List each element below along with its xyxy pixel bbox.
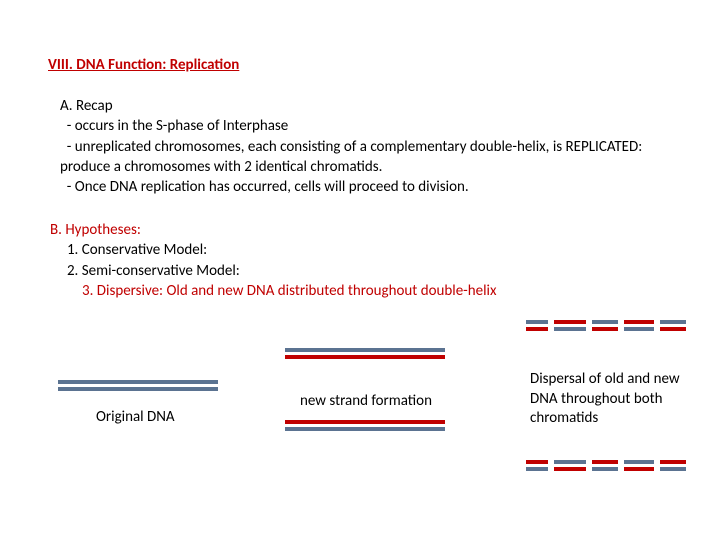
section-a-line3: - Once DNA replication has occurred, cel…	[60, 177, 660, 197]
heading: VIII. DNA Function: Replication	[48, 56, 239, 74]
section-b-item1: 1. Conservative Model:	[50, 240, 670, 260]
new-strand-bottom-top	[285, 420, 445, 424]
section-b: B. Hypotheses: 1. Conservative Model: 2.…	[50, 220, 670, 301]
section-b-item3: 3. Dispersive: Old and new DNA distribut…	[50, 281, 670, 301]
original-dna-bottom	[58, 387, 218, 391]
label-original: Original DNA	[96, 408, 175, 426]
section-a: A. Recap - occurs in the S-phase of Inte…	[60, 96, 660, 197]
label-newstrand: new strand formation	[300, 392, 432, 410]
new-strand-top-bottom	[285, 355, 445, 359]
dispersive-2-top	[526, 460, 686, 464]
dispersive-2-bottom	[526, 467, 686, 471]
original-dna-top	[58, 380, 218, 384]
new-strand-bottom-bottom	[285, 427, 445, 431]
label-dispersal: Dispersal of old and new DNA throughout …	[530, 370, 695, 429]
section-b-title: B. Hypotheses:	[50, 220, 670, 240]
section-a-line2: - unreplicated chromosomes, each consist…	[60, 137, 660, 178]
dispersive-1-top	[526, 320, 686, 324]
new-strand-top-top	[285, 348, 445, 352]
section-a-line1: - occurs in the S-phase of Interphase	[60, 116, 660, 136]
dispersive-1-bottom	[526, 327, 686, 331]
section-a-title: A. Recap	[60, 96, 660, 116]
section-b-item2: 2. Semi-conservative Model:	[50, 261, 670, 281]
